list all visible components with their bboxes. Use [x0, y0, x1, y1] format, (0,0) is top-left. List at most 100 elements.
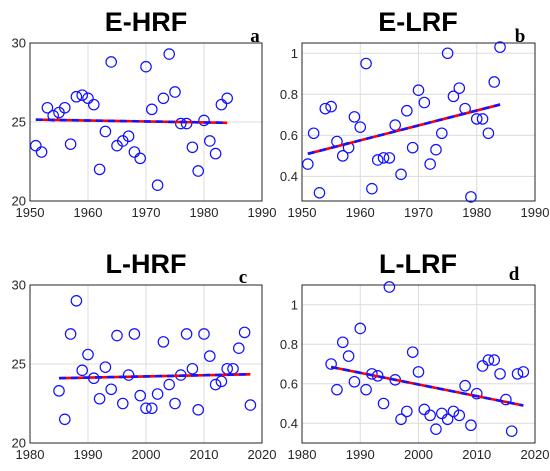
data-point [88, 98, 100, 111]
y-tick-label: 20 [12, 194, 26, 209]
data-point [302, 158, 314, 170]
plot-frame [301, 284, 536, 444]
data-point [313, 186, 326, 199]
trend-line-blue-dashed [58, 372, 251, 380]
panel-label: c [239, 267, 247, 288]
data-point [59, 413, 71, 426]
x-tick-label: 2010 [190, 447, 219, 462]
data-point [128, 328, 141, 340]
data-point [494, 41, 506, 53]
x-tick-label: 1950 [16, 205, 45, 220]
data-point [76, 364, 88, 377]
x-tick-label: 1990 [521, 205, 550, 220]
data-point [186, 362, 199, 375]
data-point [163, 378, 175, 391]
data-point [70, 294, 83, 307]
plot-frame [29, 284, 263, 444]
y-tick-label: 30 [12, 36, 26, 51]
data-point [244, 399, 257, 411]
data-point [325, 100, 337, 113]
data-point [406, 346, 419, 358]
trend-line-blue-dashed [35, 118, 228, 125]
data-point [64, 328, 77, 340]
data-point [476, 360, 489, 372]
y-tick-label: 0.6 [280, 376, 298, 391]
trend-line-blue-dashed [307, 103, 501, 156]
data-point [476, 113, 489, 125]
data-point [336, 336, 349, 349]
data-point [453, 82, 466, 94]
chart-title: E-HRF [105, 7, 188, 37]
data-point [215, 375, 228, 388]
data-point [209, 378, 222, 391]
data-point [412, 84, 425, 96]
data-point [192, 404, 204, 416]
data-point [377, 152, 390, 164]
y-tick-label: 0.6 [280, 128, 298, 143]
trend-line-blue-dashed [330, 365, 524, 407]
data-point [146, 103, 158, 116]
data-point [99, 361, 112, 373]
x-tick-label: 1970 [404, 205, 433, 220]
data-point [500, 393, 512, 406]
data-point [447, 405, 460, 418]
data-point [517, 366, 530, 378]
data-point [169, 86, 181, 98]
data-point [465, 419, 477, 432]
data-point [82, 348, 94, 361]
data-point [157, 336, 170, 348]
x-tick-label: 1980 [16, 447, 45, 462]
x-tick-label: 1970 [132, 205, 161, 220]
y-tick-label: 25 [12, 115, 26, 130]
data-point [331, 383, 343, 396]
data-point [64, 138, 77, 150]
data-point [105, 56, 117, 68]
data-point [430, 143, 442, 156]
panel-a: E-HRF a 1950 1960 1970 1980 1990 20 25 30 [12, 7, 277, 220]
data-point [354, 121, 367, 133]
data-point [99, 125, 112, 138]
y-tick-label: 30 [12, 278, 26, 293]
plot-frame [301, 42, 536, 202]
data-point [169, 397, 181, 410]
data-point [76, 89, 88, 101]
data-point [41, 101, 54, 114]
data-point [325, 358, 337, 370]
data-point [441, 47, 454, 60]
x-tick-label: 1990 [74, 447, 103, 462]
data-point [348, 111, 361, 123]
data-point [348, 375, 361, 388]
x-tick-label: 1980 [462, 205, 491, 220]
data-point [151, 179, 164, 191]
x-tick-label: 1990 [346, 447, 375, 462]
data-point [209, 147, 222, 160]
x-tick-label: 1950 [288, 205, 317, 220]
data-point [488, 354, 501, 366]
data-point [29, 139, 42, 152]
data-point [470, 387, 483, 400]
data-point [53, 385, 65, 397]
data-point [360, 383, 372, 396]
chart-title: L-HRF [106, 249, 187, 279]
data-point [377, 397, 390, 410]
data-point [482, 354, 495, 366]
data-point [366, 182, 378, 195]
data-point [307, 127, 320, 140]
data-point [360, 57, 372, 70]
data-point [430, 423, 442, 435]
data-point [163, 48, 175, 60]
data-point [401, 405, 413, 418]
data-point [111, 329, 123, 342]
data-point [233, 342, 245, 354]
data-point [238, 326, 251, 339]
y-tick-label: 0.4 [280, 169, 298, 184]
x-tick-label: 2000 [132, 447, 161, 462]
data-point [435, 127, 448, 140]
x-tick-label: 1980 [190, 205, 219, 220]
data-point [494, 368, 506, 380]
data-point [441, 413, 454, 426]
data-point [117, 397, 129, 410]
panel-d: L-LRF d 1980 1990 2000 2010 2020 0.4 0.6 0.8 1 [280, 249, 550, 462]
